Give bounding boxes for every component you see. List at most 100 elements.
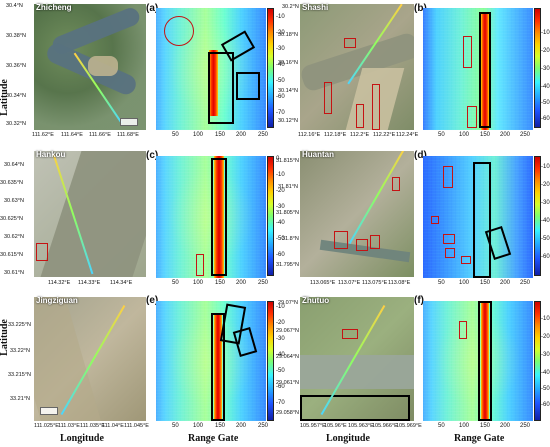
x-axis-title-right-map: Longitude (326, 433, 370, 444)
colorbar-b (534, 8, 541, 128)
lat-tick: 30.38°N (6, 33, 26, 39)
range-tick: 250 (520, 423, 531, 429)
colorbar-f (534, 301, 541, 421)
range-tick: 50 (172, 132, 179, 138)
lat-tick: 30.14°N (278, 88, 298, 94)
lon-tick: 112.24°E (396, 132, 419, 138)
lat-tick: 31.815°N (276, 158, 299, 164)
range-tick: 150 (480, 132, 491, 138)
panel-letter-e: (e) (146, 295, 159, 306)
cb-tick: -10 (276, 14, 285, 20)
lon-tick: 114.33°E (78, 280, 101, 286)
range-tick: 100 (459, 280, 470, 286)
x-axis-title-right-heat: Range Gate (454, 433, 505, 444)
lon-tick: 111.64°E (61, 132, 83, 138)
cb-tick: -70 (276, 110, 285, 116)
map-zhutuo (300, 297, 414, 421)
lat-tick: 30.12°N (278, 118, 298, 124)
site-label-a: Zhicheng (36, 3, 72, 12)
x-axis-title-left-heat: Range Gate (188, 433, 239, 444)
lat-tick: 30.625°N (0, 216, 23, 222)
panel-letter-f: (f) (414, 295, 424, 306)
range-tick: 250 (520, 132, 531, 138)
lon-tick: 111.62°E (32, 132, 54, 138)
range-tick: 100 (193, 132, 204, 138)
lon-tick: 111.035°E (80, 423, 105, 429)
cb-tick: -60 (276, 252, 285, 258)
cb-tick: -40 (541, 84, 550, 90)
cb-tick: -30 (541, 66, 550, 72)
cb-tick: -50 (276, 236, 285, 242)
lon-tick: 111.045°E (124, 423, 149, 429)
x-axis-title-left-map: Longitude (60, 433, 104, 444)
cb-tick: -70 (276, 400, 285, 406)
range-tick: 50 (438, 132, 445, 138)
lat-tick: 30.62°N (4, 234, 24, 240)
cb-tick: -20 (276, 188, 285, 194)
radar-image-d (423, 156, 533, 278)
range-tick: 150 (480, 280, 491, 286)
lon-tick: 111.66°E (89, 132, 111, 138)
map-hankou (34, 151, 146, 277)
site-label-c: Hankou (36, 150, 66, 159)
lat-tick: 33.215°N (8, 372, 31, 378)
cb-tick: -40 (276, 62, 285, 68)
map-shashi (300, 4, 414, 130)
colorbar-c (267, 156, 274, 276)
cb-tick: -60 (276, 94, 285, 100)
lat-tick: 30.32°N (6, 121, 26, 127)
cb-tick: -20 (541, 334, 550, 340)
lon-tick: 105.96°E (324, 423, 347, 429)
range-tick: 200 (236, 280, 247, 286)
site-label-e: Jingziguan (36, 296, 78, 305)
lon-tick: 112.18°E (324, 132, 347, 138)
lat-tick: 30.61°N (4, 270, 24, 276)
lon-tick: 112.22°E (373, 132, 396, 138)
lat-tick: 30.63°N (4, 198, 24, 204)
panel-letter-a: (a) (146, 3, 159, 14)
cb-tick: -50 (276, 78, 285, 84)
site-label-f: Zhutuo (302, 296, 330, 305)
lat-tick: 30.16°N (278, 60, 298, 66)
lat-tick: 33.22°N (10, 348, 30, 354)
cb-tick: -30 (276, 46, 285, 52)
range-tick: 150 (215, 280, 226, 286)
cb-tick: -60 (276, 384, 285, 390)
range-tick: 100 (193, 423, 204, 429)
cb-tick: -40 (276, 220, 285, 226)
lon-tick: 105.966°E (372, 423, 398, 429)
lat-tick: 30.34°N (6, 93, 26, 99)
radar-image-e (156, 301, 266, 421)
cb-tick: -30 (541, 200, 550, 206)
lat-tick: 31.81°N (278, 184, 298, 190)
lat-tick: 30.2°N (282, 4, 299, 10)
cb-tick: -30 (541, 352, 550, 358)
range-tick: 150 (480, 423, 491, 429)
lon-tick: 114.34°E (110, 280, 133, 286)
map-huantan (300, 151, 414, 277)
radar-image-a (156, 8, 266, 130)
cb-tick: -20 (541, 182, 550, 188)
cb-tick: -60 (541, 402, 550, 408)
radar-image-f (423, 301, 533, 421)
range-tick: 250 (520, 280, 531, 286)
lat-tick: 29.064°N (276, 354, 299, 360)
lat-tick: 29.061°N (276, 380, 299, 386)
cb-tick: -50 (541, 100, 550, 106)
lat-tick: 30.615°N (0, 252, 23, 258)
panel-letter-d: (d) (414, 150, 427, 161)
lat-tick: 31.795°N (276, 262, 299, 268)
range-tick: 50 (172, 280, 179, 286)
lat-tick: 30.4°N (6, 3, 23, 9)
colorbar-e (267, 301, 274, 421)
range-tick: 50 (438, 423, 445, 429)
range-tick: 250 (258, 423, 269, 429)
range-tick: 250 (258, 132, 269, 138)
cb-tick: -20 (276, 30, 285, 36)
range-tick: 200 (236, 132, 247, 138)
lat-tick: 31.8°N (282, 236, 299, 242)
lon-tick: 111.025°E (34, 423, 59, 429)
lon-tick: 111.03°E (58, 423, 80, 429)
lat-tick: 29.07°N (278, 300, 298, 306)
range-tick: 100 (193, 280, 204, 286)
